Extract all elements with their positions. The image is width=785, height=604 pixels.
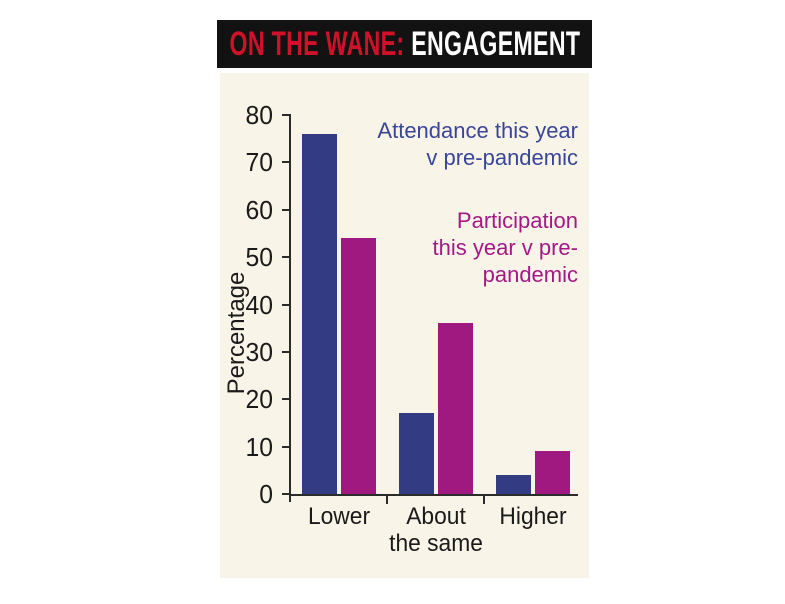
x-tick-0: [386, 496, 388, 504]
bar-attendance-lower: [302, 134, 337, 494]
y-tick-label-10: 10: [245, 432, 273, 462]
y-tick-40: [282, 304, 291, 306]
chart-title: ON THE WANE: ENGAGEMENT: [229, 20, 580, 68]
y-tick-50: [282, 256, 291, 258]
bar-attendance-about: [399, 413, 434, 494]
title-space: [404, 25, 411, 63]
legend-entry-attendance: Attendance this year v pre-pandemic: [377, 118, 578, 170]
y-tick-30: [282, 351, 291, 353]
y-tick-label-80: 80: [245, 100, 273, 130]
plot-area: 0 10 20 30 40 50 60 70 80 Lower About the same High…: [220, 73, 589, 578]
y-tick-label-40: 40: [245, 290, 273, 320]
x-category-label-2: Higher: [499, 503, 567, 530]
y-tick-label-50: 50: [245, 242, 273, 272]
y-tick-label-20: 20: [245, 384, 273, 414]
y-tick-label-60: 60: [245, 195, 273, 225]
y-tick-10: [282, 446, 291, 448]
y-tick-label-30: 30: [245, 337, 273, 367]
chart-title-banner: ON THE WANE: ENGAGEMENT: [217, 20, 592, 68]
chart-panel: Percentage 0 10 20 30 40 50 60 70 80 Lower About t…: [220, 73, 589, 578]
bar-attendance-higher: [496, 475, 531, 494]
x-category-label-1: About the same: [389, 503, 483, 557]
x-category-label-0: Lower: [307, 503, 371, 530]
bar-participation-lower: [341, 238, 376, 494]
chart-title-kicker: ON THE WANE:: [229, 25, 405, 63]
bar-participation-about: [438, 323, 473, 494]
legend: Attendance this year v pre-pandemic Part…: [377, 99, 578, 306]
y-tick-80: [282, 114, 291, 116]
y-tick-70: [282, 161, 291, 163]
x-axis: [289, 494, 578, 496]
y-axis: [289, 115, 291, 502]
y-tick-label-0: 0: [259, 479, 273, 509]
y-tick-0: [282, 493, 291, 495]
y-tick-label-70: 70: [245, 147, 273, 177]
y-tick-60: [282, 209, 291, 211]
bar-participation-higher: [535, 451, 570, 494]
y-tick-20: [282, 398, 291, 400]
legend-entry-participation: Participation this year v pre- pandemic: [432, 208, 579, 287]
x-tick-1: [483, 496, 485, 504]
chart-title-subject: ENGAGEMENT: [410, 25, 580, 63]
